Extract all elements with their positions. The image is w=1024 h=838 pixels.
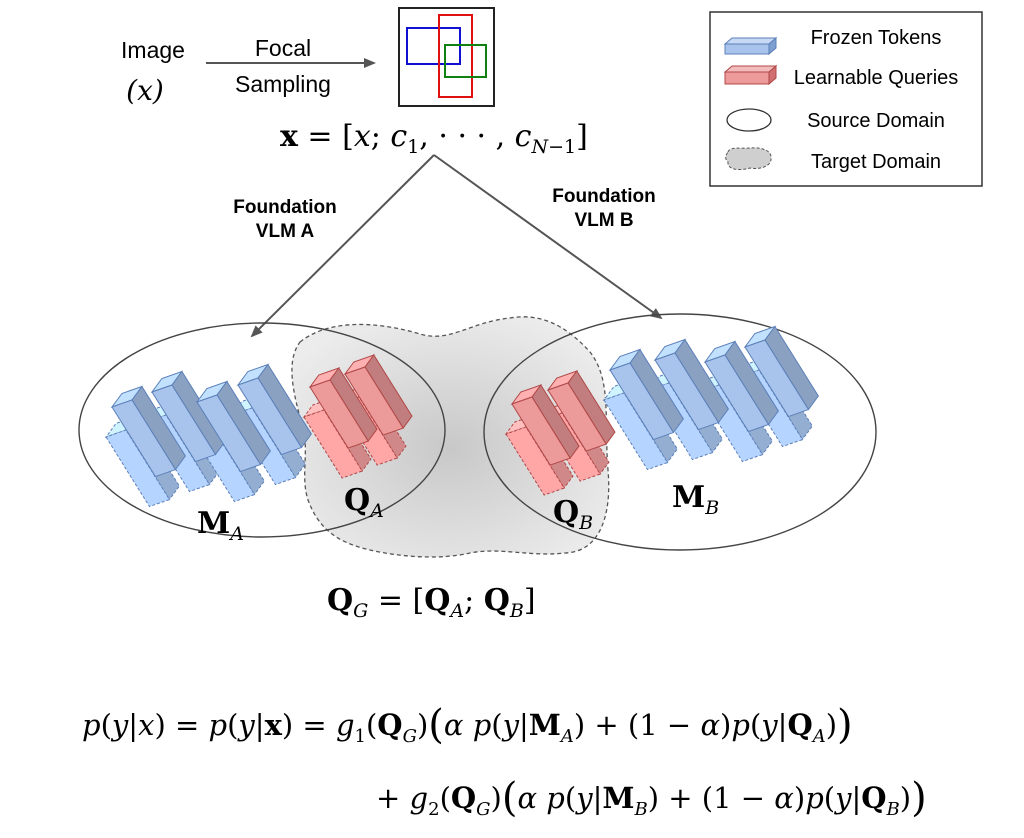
crop-box-red xyxy=(438,14,473,98)
legend-source-label: Source Domain xyxy=(807,110,945,132)
learnable-query-icon xyxy=(723,64,778,86)
frozen-token-b-3 xyxy=(743,325,819,418)
frozen-token-a-3 xyxy=(236,363,312,456)
crop-box-green xyxy=(444,44,487,78)
equation-qg: QG = [QA; QB] xyxy=(327,583,536,622)
frozen-token-b-2 xyxy=(703,340,779,433)
focal-crop-thumbnail xyxy=(398,7,495,107)
label-m-a: MA xyxy=(197,506,244,545)
label-m-b: MB xyxy=(672,480,719,519)
frozen-token-b-0 xyxy=(608,348,684,441)
source-domain-icon xyxy=(726,108,772,132)
vlm-b-label-2: VLM B xyxy=(574,210,633,231)
learnable-query-b-1 xyxy=(546,369,616,452)
frozen-token-b-1 xyxy=(653,338,729,431)
arrow-to-vlm-a xyxy=(250,154,435,338)
label-q-b: QB xyxy=(553,495,593,534)
legend-learnable-label: Learnable Queries xyxy=(794,67,959,89)
image-variable: (x) xyxy=(126,74,164,107)
token-group xyxy=(104,325,819,508)
vlm-b-label-1: Foundation xyxy=(552,186,655,207)
frozen-token-a-0 xyxy=(110,385,186,478)
equation-p-line1: p(y|x) = p(y|x) = g1(QG)(α p(y|MA) + (1 … xyxy=(82,702,853,748)
label-q-a: QA xyxy=(344,483,384,522)
frozen-token-a-1 xyxy=(150,370,226,463)
sampling-label-bottom: Sampling xyxy=(235,71,331,97)
legend-target-label: Target Domain xyxy=(811,151,941,173)
sampling-label-top: Focal xyxy=(255,35,311,61)
vlm-a-label-1: Foundation xyxy=(233,197,336,218)
source-domain-b xyxy=(483,313,877,551)
learnable-query-a-1 xyxy=(343,353,413,436)
image-label: Image xyxy=(121,37,185,63)
learnable-query-a-0 xyxy=(308,366,378,449)
equation-p-line2: + g2(QG)(α p(y|MB) + (1 − α)p(y|QB)) xyxy=(376,775,927,821)
vlm-a-label-2: VLM A xyxy=(256,221,315,242)
learnable-query-b-0 xyxy=(510,383,580,466)
frozen-token-icon xyxy=(723,36,778,56)
source-domain-a xyxy=(78,322,446,538)
arrow-to-vlm-b xyxy=(433,154,663,320)
equation-x: x = [x; c1, · · · , cN−1] xyxy=(280,119,588,158)
legend: Frozen Tokens Learnable Queries Source D… xyxy=(709,11,983,187)
target-domain-icon xyxy=(725,147,772,171)
legend-frozen-label: Frozen Tokens xyxy=(811,27,942,49)
frozen-token-a-2 xyxy=(195,380,271,473)
